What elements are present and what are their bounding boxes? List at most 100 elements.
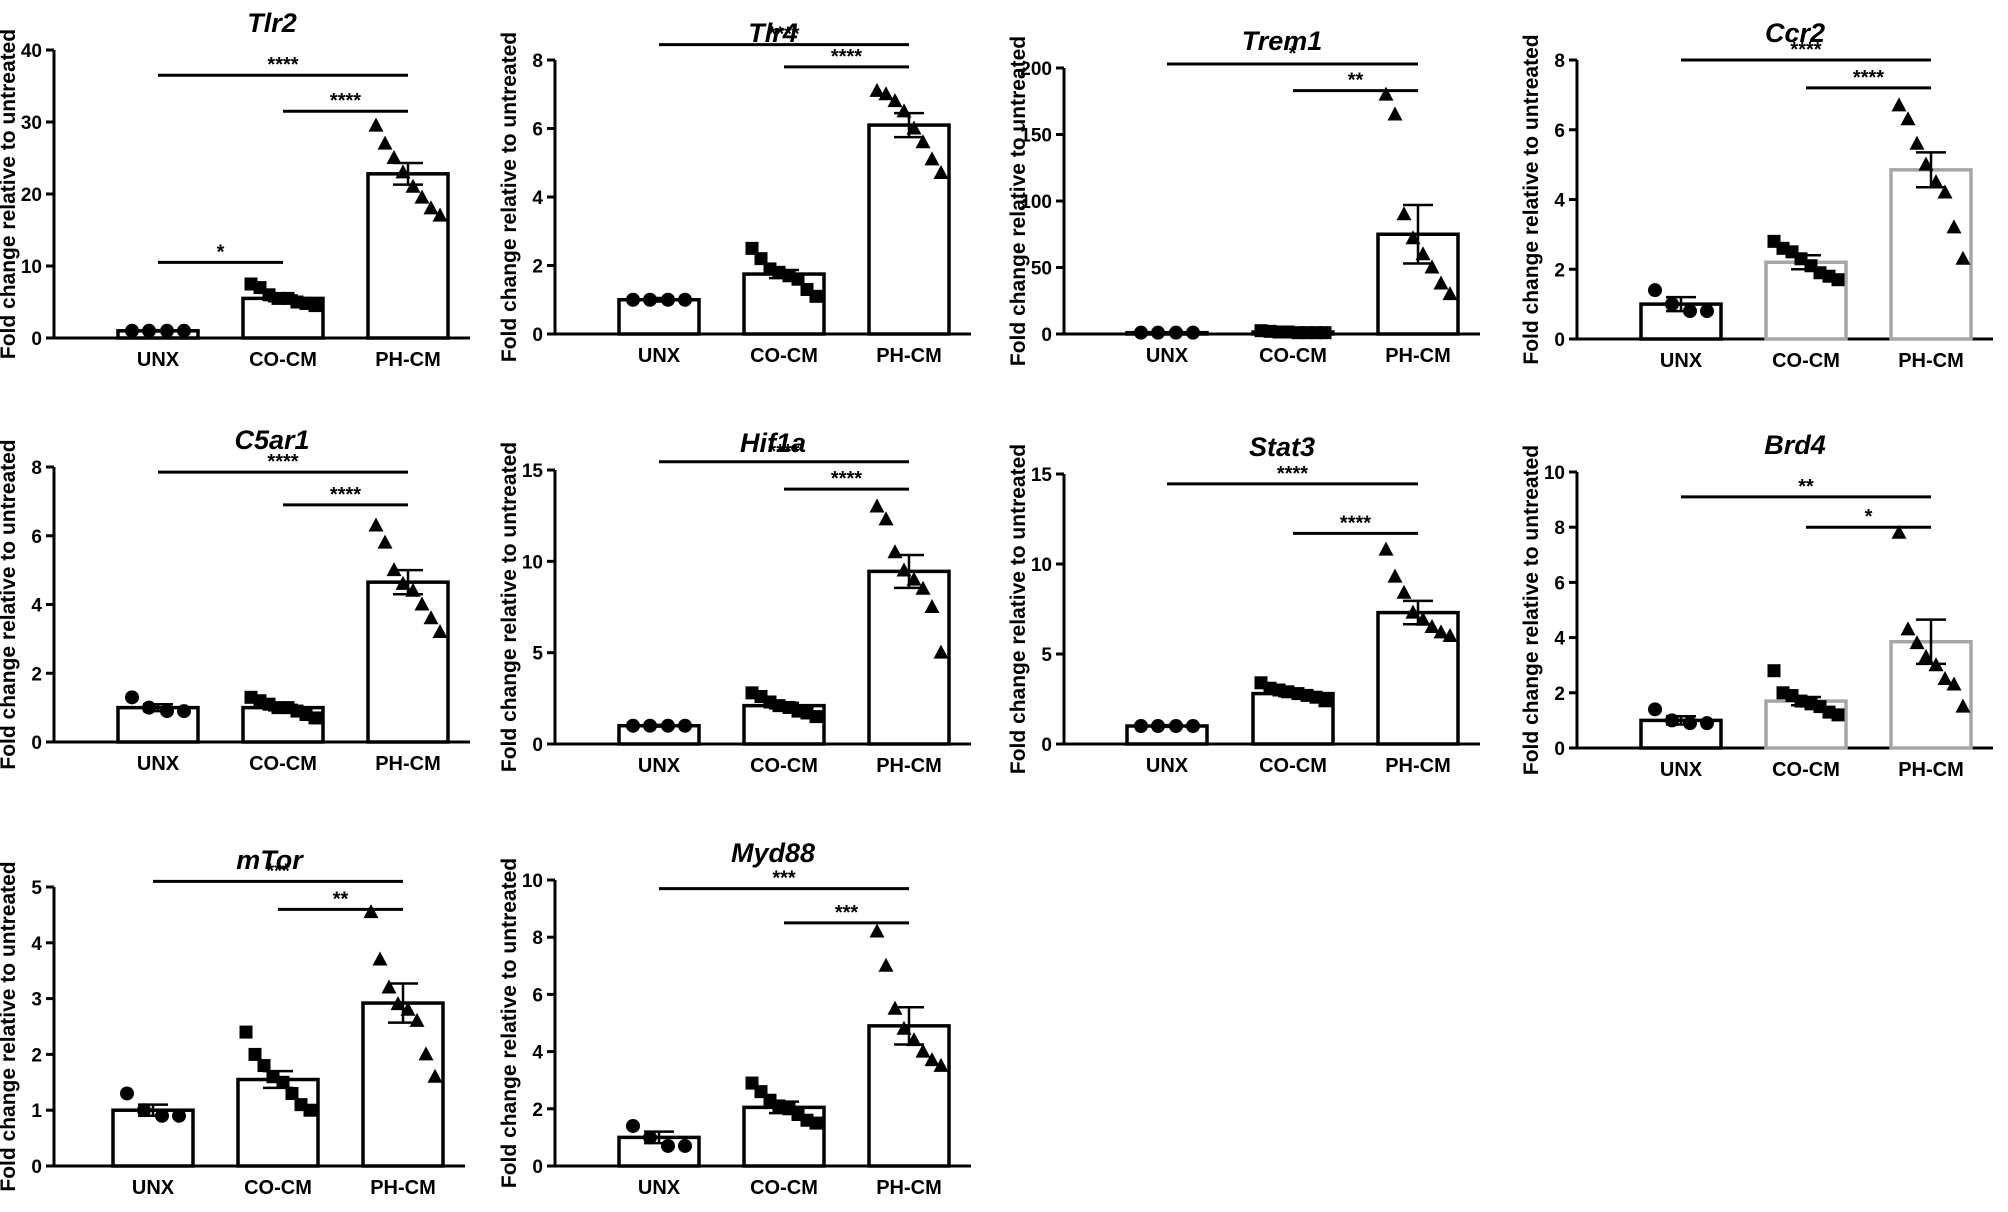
y-tick-label: 0 — [1041, 735, 1052, 756]
significance-label: **** — [768, 441, 799, 463]
data-point-ph-cm — [906, 1032, 922, 1047]
data-point-ph-cm — [1928, 174, 1944, 189]
significance-label: **** — [1853, 67, 1884, 89]
x-tick-label-co-cm: CO-CM — [750, 345, 818, 367]
data-point-ph-cm — [1378, 541, 1394, 556]
data-point-unx — [643, 1130, 657, 1145]
data-point-ph-cm — [1415, 611, 1431, 626]
data-point-unx — [643, 292, 657, 307]
data-point-unx — [1186, 325, 1200, 340]
data-point-ph-cm — [896, 103, 912, 118]
y-tick-label: 4 — [1554, 629, 1565, 650]
x-tick-label-co-cm: CO-CM — [1259, 345, 1327, 367]
data-point-co-cm — [308, 711, 322, 725]
x-tick-label-unx: UNX — [1146, 345, 1189, 367]
significance-label: ** — [1798, 476, 1814, 498]
x-tick-label-co-cm: CO-CM — [750, 1177, 818, 1199]
bar-ph-cm — [867, 123, 951, 336]
significance-label: **** — [330, 484, 361, 506]
y-tick-label: 0 — [31, 1157, 42, 1178]
data-point-co-cm — [276, 1075, 290, 1089]
data-point-co-cm — [772, 1099, 786, 1113]
y-axis-label: Fold change relative to untreated — [1007, 36, 1030, 366]
data-point-ph-cm — [933, 1057, 949, 1072]
data-point-ph-cm — [1424, 619, 1440, 633]
y-tick-label: 2 — [31, 664, 42, 685]
y-tick-label: 0 — [1554, 739, 1565, 760]
data-point-ph-cm — [368, 117, 384, 132]
y-tick-label: 10 — [522, 871, 543, 892]
data-point-unx — [1134, 719, 1148, 733]
bar-ph-cm — [867, 1024, 951, 1168]
data-point-co-cm — [745, 241, 759, 255]
data-point-ph-cm — [1955, 698, 1971, 713]
significance-label: * — [1289, 43, 1297, 65]
data-point-ph-cm — [933, 644, 949, 659]
data-point-co-cm — [257, 1059, 271, 1073]
x-tick-label-co-cm: CO-CM — [1259, 755, 1327, 777]
y-tick-label: 6 — [532, 120, 543, 141]
data-point-unx — [120, 1086, 134, 1101]
data-point-unx — [626, 292, 640, 307]
x-tick-label-unx: UNX — [132, 1177, 175, 1199]
significance-label: **** — [330, 90, 361, 112]
data-point-unx — [1683, 304, 1697, 319]
data-point-ph-cm — [1387, 568, 1403, 583]
panel-title: Trem1 — [1242, 26, 1323, 56]
data-point-ph-cm — [887, 544, 903, 559]
significance-label: * — [217, 241, 225, 263]
x-tick-label-co-cm: CO-CM — [1772, 759, 1840, 781]
data-point-unx — [626, 1118, 640, 1133]
data-point-unx — [678, 718, 692, 733]
significance-label: **** — [831, 46, 862, 68]
data-point-ph-cm — [377, 135, 393, 150]
significance-label: * — [1865, 506, 1873, 528]
data-point-ph-cm — [887, 1000, 903, 1015]
data-point-unx — [160, 704, 174, 719]
data-point-co-cm — [303, 1103, 317, 1117]
x-tick-label-ph-cm: PH-CM — [370, 1177, 436, 1199]
x-tick-label-co-cm: CO-CM — [244, 1177, 312, 1199]
data-point-co-cm — [1318, 694, 1332, 708]
data-point-unx — [125, 323, 139, 338]
x-tick-label-co-cm: CO-CM — [249, 753, 317, 775]
significance-label: ** — [333, 888, 349, 910]
data-point-ph-cm — [915, 134, 931, 149]
bar-ph-cm — [1889, 168, 1973, 341]
data-point-ph-cm — [1442, 286, 1458, 301]
data-point-unx — [661, 292, 675, 307]
significance-label: ** — [1348, 70, 1364, 92]
data-point-co-cm — [285, 1086, 299, 1100]
significance-label: **** — [1340, 512, 1371, 534]
data-point-ph-cm — [377, 534, 393, 549]
data-point-unx — [1134, 325, 1148, 340]
data-point-ph-cm — [869, 82, 885, 97]
data-point-ph-cm — [1891, 524, 1907, 539]
y-tick-label: 0 — [31, 733, 42, 754]
bar-co-cm — [236, 1077, 320, 1168]
panel-title: mTor — [236, 845, 304, 875]
x-tick-label-ph-cm: PH-CM — [375, 753, 441, 775]
y-axis-label: Fold change relative to untreated — [1007, 444, 1030, 774]
y-tick-label: 4 — [532, 1043, 543, 1064]
y-tick-label: 0 — [532, 325, 543, 346]
y-tick-label: 4 — [31, 934, 42, 955]
panel-mtor: mTor Fold change relative to untreated 0 1 2… — [0, 845, 465, 1199]
data-point-unx — [142, 700, 156, 715]
data-point-unx — [643, 718, 657, 733]
data-point-ph-cm — [390, 996, 406, 1011]
y-tick-label: 2 — [532, 1100, 543, 1121]
y-tick-label: 20 — [21, 185, 42, 206]
y-axis-label: Fold change relative to untreated — [0, 861, 20, 1191]
data-point-ph-cm — [878, 86, 894, 101]
data-point-unx — [1700, 716, 1714, 731]
y-tick-label: 0 — [532, 735, 543, 756]
data-point-ph-cm — [386, 150, 402, 164]
y-tick-label: 15 — [522, 461, 544, 482]
significance-label: **** — [1790, 39, 1821, 61]
significance-label: **** — [267, 54, 298, 76]
data-point-ph-cm — [1405, 230, 1421, 245]
y-tick-label: 6 — [1554, 573, 1565, 594]
data-point-ph-cm — [1909, 635, 1925, 650]
y-tick-label: 100 — [1020, 192, 1052, 213]
